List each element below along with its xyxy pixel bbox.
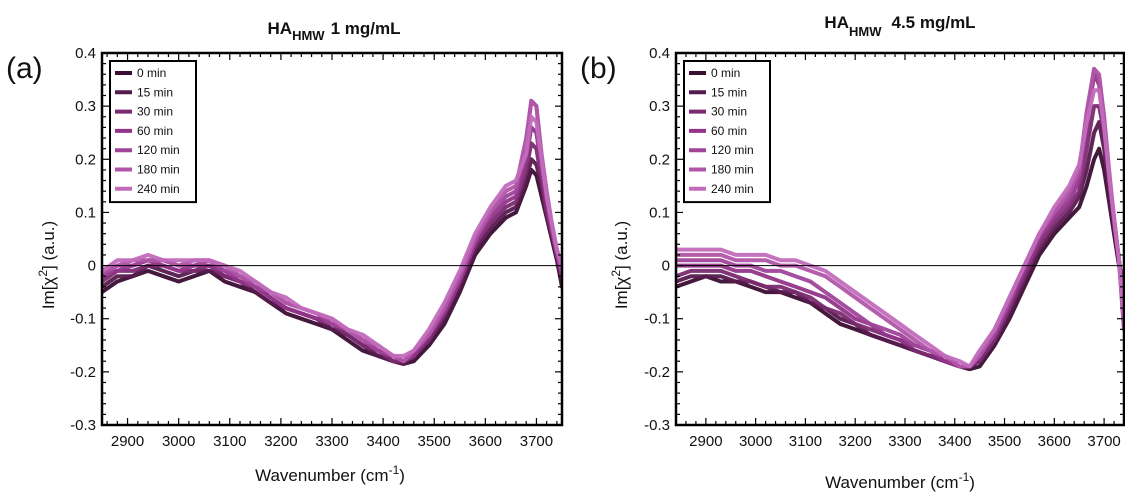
legend: 0 min 15 min 30 min 60 min 120 min 180 min 240…	[683, 60, 771, 204]
x-tick-label: 3200	[264, 433, 297, 450]
x-tick-label: 3500	[418, 433, 451, 450]
legend-label: 240 min	[711, 182, 754, 196]
plot-area: 2900 3000 3100 3200 3300 3400 3500 3600 3700 -0.3…	[70, 45, 564, 450]
x-tick-label: 3000	[162, 433, 195, 450]
x-tick-label: 3200	[839, 433, 872, 450]
legend-label: 60 min	[711, 124, 747, 138]
x-tick-label: 3400	[366, 433, 399, 450]
x-tick-label: 3100	[213, 433, 246, 450]
series-group	[676, 66, 1124, 372]
y-tick-label: 0.1	[649, 204, 670, 221]
panel-b: (b) HAHMW 4.5 mg/mL Wavenumber (cm-1) Im[…	[580, 13, 1125, 492]
x-tick-label: 3000	[739, 433, 772, 450]
legend-label: 15 min	[137, 85, 173, 99]
x-tick-label: 3300	[888, 433, 921, 450]
legend: 0 min 15 min 30 min 60 min 120 min 180 min 240…	[109, 60, 197, 204]
x-axis-label: Wavenumber (cm-1)	[825, 470, 975, 492]
legend-label: 15 min	[711, 85, 747, 99]
legend-label: 120 min	[711, 143, 754, 157]
x-tick-label: 3300	[315, 433, 348, 450]
y-tick-label: 0.3	[649, 98, 670, 115]
legend-label: 180 min	[711, 163, 754, 177]
series-line	[102, 114, 562, 358]
x-tick-label: 3700	[520, 433, 553, 450]
x-tick-label: 3500	[988, 433, 1021, 450]
legend-label: 30 min	[711, 105, 747, 119]
y-axis-label: Im[χ2] (a.u.)	[36, 221, 58, 309]
x-tick-label: 3600	[1038, 433, 1071, 450]
y-tick-label: -0.1	[70, 311, 96, 328]
y-tick-label: 0.4	[649, 45, 670, 62]
y-tick-label: 0.2	[75, 151, 96, 168]
y-axis-label: Im[χ2] (a.u.)	[609, 221, 631, 309]
x-tick-label: 2900	[689, 433, 722, 450]
chart-title: HAHMW 1 mg/mL	[268, 19, 401, 43]
y-tick-label: 0.1	[75, 204, 96, 221]
chart-title: HAHMW 4.5 mg/mL	[824, 13, 975, 39]
legend-label: 0 min	[711, 66, 740, 80]
x-tick-label: 3100	[789, 433, 822, 450]
y-tick-label: -0.2	[644, 364, 670, 381]
x-tick-label: 3700	[1087, 433, 1120, 450]
legend-label: 0 min	[137, 66, 166, 80]
y-tick-label: 0.3	[75, 98, 96, 115]
y-tick-label: -0.1	[644, 311, 670, 328]
legend-label: 240 min	[137, 182, 180, 196]
y-tick-label: 0.4	[75, 45, 96, 62]
legend-label: 120 min	[137, 143, 180, 157]
panel-label: (a)	[6, 52, 43, 85]
plot-frame	[674, 51, 1125, 427]
y-tick-label: 0	[88, 258, 96, 275]
series-line	[676, 88, 1124, 369]
y-tick-label: -0.3	[70, 417, 96, 434]
panel-label: (b)	[580, 52, 617, 85]
x-axis-label: Wavenumber (cm-1)	[255, 463, 405, 485]
x-tick-label: 3600	[469, 433, 502, 450]
y-tick-label: -0.3	[644, 417, 670, 434]
legend-box	[109, 60, 197, 204]
legend-label: 60 min	[137, 124, 173, 138]
plot-area: 2900 3000 3100 3200 3300 3400 3500 3600 3700 -0.3…	[644, 45, 1125, 450]
y-tick-label: 0	[662, 258, 670, 275]
legend-label: 180 min	[137, 163, 180, 177]
panel-a: (a) HAHMW 1 mg/mL Wavenumber (cm-1) Im[χ2…	[6, 19, 564, 485]
y-tick-label: 0.2	[649, 151, 670, 168]
y-tick-label: -0.2	[70, 364, 96, 381]
x-tick-label: 3400	[938, 433, 971, 450]
x-tick-label: 2900	[111, 433, 144, 450]
legend-label: 30 min	[137, 105, 173, 119]
